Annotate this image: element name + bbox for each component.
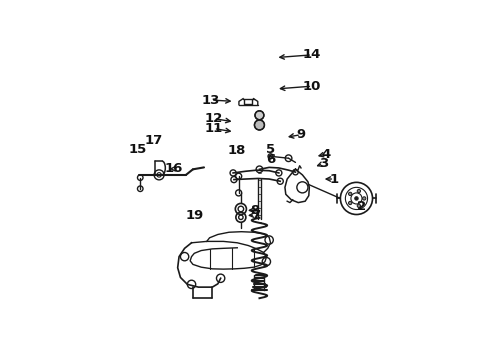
Text: 2: 2: [357, 200, 367, 213]
Text: 19: 19: [186, 209, 204, 222]
Text: 3: 3: [318, 157, 328, 170]
Text: 16: 16: [164, 162, 183, 175]
Text: 7: 7: [251, 208, 260, 221]
Text: 5: 5: [266, 143, 275, 157]
Text: 18: 18: [227, 144, 246, 157]
Text: 9: 9: [296, 128, 306, 141]
Text: 11: 11: [205, 122, 223, 135]
Text: 14: 14: [303, 48, 321, 61]
Circle shape: [363, 197, 366, 200]
Circle shape: [348, 201, 352, 204]
Circle shape: [357, 204, 361, 207]
Text: 8: 8: [251, 203, 260, 217]
Text: 12: 12: [205, 112, 223, 125]
Text: 13: 13: [202, 94, 220, 107]
Text: 4: 4: [321, 148, 331, 161]
Circle shape: [254, 120, 265, 130]
Circle shape: [357, 189, 361, 193]
Text: 17: 17: [145, 134, 163, 147]
Text: 1: 1: [330, 172, 339, 185]
Text: 10: 10: [303, 80, 321, 93]
Text: 15: 15: [129, 143, 147, 157]
Circle shape: [255, 111, 264, 120]
Circle shape: [348, 192, 352, 195]
Text: 6: 6: [266, 153, 275, 166]
Circle shape: [355, 197, 358, 200]
